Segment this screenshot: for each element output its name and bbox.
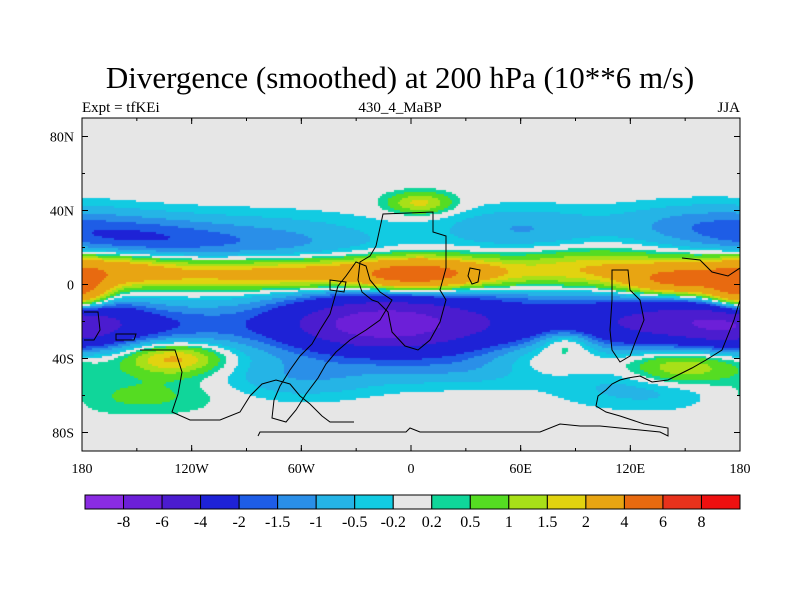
x-axis-labels: 180 120W 60W 0 60E 120E 180 (72, 462, 751, 477)
y-tick-label: 40S (52, 353, 74, 368)
colorbar-label: -0.2 (381, 514, 406, 531)
maritime-continent-coastline (609, 269, 645, 363)
colorbar-box (392, 494, 433, 510)
colorbar-labels: -8 -6 -4 -2 -1.5 -1 -0.5 -0.2 0.2 0.5 1 1.5 2 4 6 8 (117, 514, 706, 531)
australia-coastline (257, 257, 740, 437)
colorbar-box (546, 494, 587, 510)
colorbar-box (354, 494, 394, 510)
colorbar-box (161, 494, 202, 510)
colorbar-box (277, 494, 317, 510)
y-tick-label: 40N (50, 205, 74, 220)
colorbar-label: -1 (310, 514, 323, 531)
coastlines (84, 211, 740, 437)
experiment-label: Expt = tfKEi (82, 100, 160, 116)
colorbar-box (700, 494, 741, 510)
southern-tip-coastline (140, 349, 354, 423)
colorbar-box (431, 494, 471, 510)
colorbar-box (623, 494, 664, 510)
colorbar-label: 0.5 (460, 514, 480, 531)
africa-coastline (357, 211, 447, 351)
y-tick-label: 80S (52, 427, 74, 442)
chart-title: Divergence (smoothed) at 200 hPa (10**6 … (105, 60, 695, 95)
island-coastline (84, 311, 101, 341)
south-america-coastline (271, 261, 393, 423)
colorbar-box (662, 494, 702, 510)
x-tick-label: 180 (72, 462, 93, 477)
island3-coastline (329, 279, 347, 293)
y-tick-label: 0 (67, 279, 74, 294)
y-axis-labels: 80N 40N 0 40S 80S (50, 131, 74, 442)
colorbar-label: 2 (582, 514, 590, 531)
colorbar-box (84, 494, 125, 510)
colorbar (84, 494, 741, 510)
colorbar-box (315, 494, 356, 510)
colorbar-label: -6 (155, 514, 168, 531)
colorbar-label: -8 (117, 514, 130, 531)
colorbar-label: -4 (194, 514, 207, 531)
x-tick-label: 120W (175, 462, 210, 477)
divergence-field-image (82, 118, 740, 451)
run-id-label: 430_4_MaBP (358, 100, 442, 116)
colorbar-label: 1 (505, 514, 513, 531)
colorbar-label: 6 (659, 514, 667, 531)
india-coastline (467, 267, 481, 285)
colorbar-box (508, 494, 548, 510)
colorbar-label: -2 (232, 514, 245, 531)
colorbar-box (238, 494, 279, 510)
colorbar-label: -1.5 (265, 514, 290, 531)
season-label: JJA (717, 100, 740, 116)
x-tick-label: 180 (730, 462, 751, 477)
colorbar-box (585, 494, 625, 510)
y-tick-label: 80N (50, 131, 74, 146)
island2-coastline (115, 333, 137, 341)
divergence-field (82, 118, 740, 451)
colorbar-label: -0.5 (342, 514, 367, 531)
colorbar-box (123, 494, 163, 510)
colorbar-label: 8 (697, 514, 705, 531)
colorbar-box (469, 494, 510, 510)
x-tick-label: 60W (288, 462, 316, 477)
x-tick-label: 60E (509, 462, 532, 477)
x-tick-label: 120E (616, 462, 646, 477)
colorbar-box (200, 494, 240, 510)
axis-ticks (81, 118, 741, 451)
x-tick-label: 0 (408, 462, 415, 477)
colorbar-label: 1.5 (537, 514, 557, 531)
colorbar-label: 0.2 (422, 514, 442, 531)
colorbar-label: 4 (620, 514, 628, 531)
